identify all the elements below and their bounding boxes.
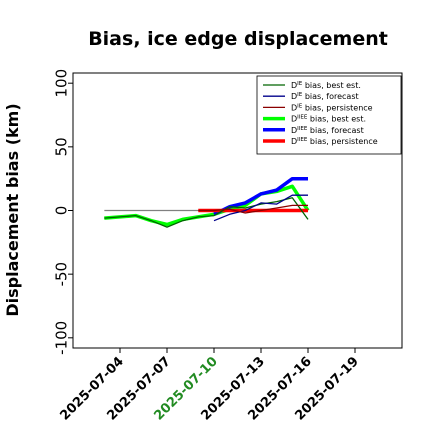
y-tick-label: -50	[52, 262, 70, 287]
series-line-ie-bias-forecast	[213, 194, 308, 222]
y-tick-label: 100	[52, 69, 70, 98]
plot-area	[104, 176, 310, 228]
y-tick-label: 0	[52, 206, 70, 216]
series-line-ie-bias-persistence	[198, 204, 308, 214]
y-axis: -100 -50 0 50 100	[52, 69, 73, 355]
legend-label-ie-bias-forecast: DIE bias, forecast	[291, 92, 359, 101]
legend: DIE bias, best est. DIE bias, forecast DIE…	[256, 75, 402, 155]
y-axis-label: Displacement bias (km)	[3, 103, 22, 316]
legend-label-iiee-bias-forecast: DIIEE bias, forecast	[291, 126, 364, 135]
y-tick-label: -100	[52, 321, 70, 355]
legend-label-ie-bias-persistence: DIE bias, persistence	[291, 103, 373, 112]
x-axis: 2025-07-042025-07-072025-07-102025-07-13…	[57, 348, 362, 424]
series-line-iiee-bias-best-est	[104, 184, 310, 227]
y-tick-label: 50	[52, 137, 70, 156]
legend-label-ie-bias-best-est: DIE bias, best est.	[291, 81, 361, 90]
chart-title: Bias, ice edge displacement	[88, 28, 388, 50]
legend-label-iiee-bias-persistence: DIIEE bias, persistence	[291, 137, 378, 146]
series-line-ie-bias-best-est	[104, 197, 309, 228]
legend-label-iiee-bias-best-est: DIIEE bias, best est.	[291, 115, 366, 124]
